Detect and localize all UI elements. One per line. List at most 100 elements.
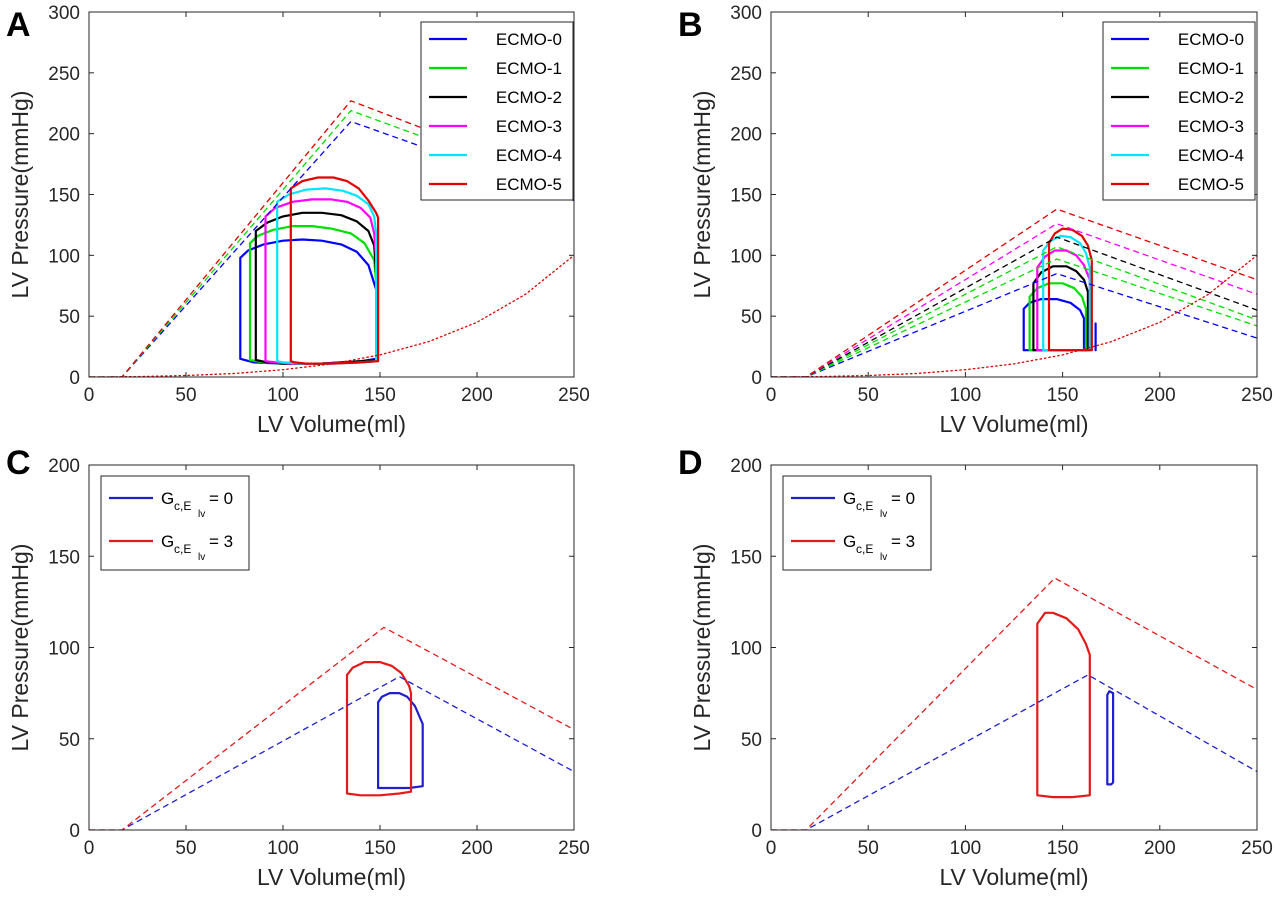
- x-tick-label: 250: [1241, 385, 1273, 406]
- y-tick-label: 250: [48, 64, 80, 85]
- y-tick-label: 200: [730, 456, 762, 477]
- panel-letter: A: [6, 6, 31, 44]
- series-group: [771, 208, 1257, 377]
- x-axis-label: LV Volume(ml): [939, 411, 1088, 437]
- x-axis-label: LV Volume(ml): [939, 864, 1088, 890]
- legend-symbol: G: [161, 532, 174, 551]
- x-axis-label: LV Volume(ml): [257, 411, 406, 437]
- pv-loop-0: [1022, 298, 1086, 352]
- y-tick-label: 0: [69, 368, 80, 389]
- x-tick-label: 200: [461, 838, 493, 859]
- pv-loop-5: [289, 176, 380, 365]
- legend-label: ECMO-1: [1178, 59, 1244, 78]
- pv-loop-4: [1042, 234, 1091, 352]
- panel-letter: D: [678, 444, 703, 482]
- legend-value: = 3: [209, 532, 233, 551]
- legend-symbol: G: [843, 489, 856, 508]
- x-tick-label: 100: [950, 385, 982, 406]
- y-tick-label: 100: [48, 246, 80, 267]
- panel-d: 0 50 100 150 200 250 0 50 100 150 200 LV Volume(ml)…: [678, 444, 1273, 890]
- pv-loop-1: [1036, 611, 1091, 799]
- y-axis-label: LV Pressure(mmHg): [7, 544, 33, 752]
- panel-c: 0 50 100 150 200 250 0 50 100 150 200 LV Volume(ml)…: [6, 444, 590, 890]
- y-tick-label: 50: [741, 730, 762, 751]
- legend-value: = 0: [209, 489, 233, 508]
- legend-subscript: c,E: [856, 499, 873, 513]
- y-tick-label: 50: [59, 307, 80, 328]
- x-tick-label: 0: [84, 385, 95, 406]
- y-tick-label: 200: [730, 125, 762, 146]
- panel-a: 0 50 100 150 200 250 0 50 100 150 200 250 300 LV Volu…: [6, 3, 590, 437]
- x-tick-label: 250: [1241, 838, 1273, 859]
- x-tick-label: 0: [766, 838, 777, 859]
- x-tick-label: 100: [267, 838, 299, 859]
- legend-symbol: G: [843, 532, 856, 551]
- x-tick-label: 200: [461, 385, 493, 406]
- y-tick-label: 250: [730, 64, 762, 85]
- espvr-line-8: [771, 258, 1257, 377]
- legend-label: ECMO-2: [496, 88, 562, 107]
- x-tick-label: 100: [950, 838, 982, 859]
- espvr-line-3: [89, 626, 574, 830]
- x-tick-label: 50: [175, 385, 196, 406]
- x-tick-label: 50: [858, 385, 879, 406]
- legend-value: = 0: [891, 489, 915, 508]
- espvr-line-7: [771, 272, 1257, 377]
- y-tick-label: 150: [48, 547, 80, 568]
- legend-label: ECMO-0: [496, 30, 562, 49]
- legend-subsubscript: lv: [198, 509, 205, 520]
- legend: ECMO-0 ECMO-1 ECMO-2 ECMO-3 ECMO-4 ECMO-5: [1102, 21, 1256, 201]
- y-tick-label: 50: [59, 730, 80, 751]
- legend-subscript: c,E: [174, 542, 191, 556]
- legend-label: ECMO-4: [1178, 146, 1244, 165]
- y-tick-label: 150: [48, 186, 80, 207]
- espvr-line-2: [89, 676, 574, 830]
- legend-box: [782, 475, 932, 571]
- y-tick-label: 300: [48, 3, 80, 24]
- legend-label: ECMO-4: [496, 146, 562, 165]
- y-axis-label: LV Pressure(mmHg): [689, 544, 715, 752]
- series-group: [771, 577, 1257, 830]
- y-tick-label: 150: [730, 547, 762, 568]
- y-tick-label: 100: [730, 639, 762, 660]
- legend-label: ECMO-3: [1178, 117, 1244, 136]
- legend-symbol: G: [161, 489, 174, 508]
- legend-box: [1102, 21, 1256, 201]
- legend-label: ECMO-1: [496, 59, 562, 78]
- legend-value: = 3: [891, 532, 915, 551]
- y-tick-label: 100: [730, 246, 762, 267]
- y-tick-label: 0: [69, 821, 80, 842]
- x-tick-label: 150: [364, 385, 396, 406]
- x-tick-label: 150: [1047, 385, 1079, 406]
- legend: ECMO-0 ECMO-1 ECMO-2 ECMO-3 ECMO-4 ECMO-5: [420, 21, 574, 201]
- x-tick-label: 250: [558, 838, 590, 859]
- pv-loop-1: [345, 661, 413, 797]
- x-tick-label: 250: [558, 385, 590, 406]
- y-tick-label: 50: [741, 307, 762, 328]
- series-group: [89, 626, 574, 830]
- x-tick-label: 150: [1047, 838, 1079, 859]
- y-axis-label: LV Pressure(mmHg): [689, 91, 715, 299]
- x-tick-label: 0: [84, 838, 95, 859]
- legend-subscript: c,E: [856, 542, 873, 556]
- legend-label: ECMO-3: [496, 117, 562, 136]
- edpvr-curve-9: [89, 254, 574, 377]
- x-tick-label: 50: [175, 838, 196, 859]
- x-tick-label: 150: [364, 838, 396, 859]
- legend-label: ECMO-0: [1178, 30, 1244, 49]
- legend-subscript: c,E: [174, 499, 191, 513]
- y-tick-label: 200: [48, 125, 80, 146]
- legend-subsubscript: lv: [198, 552, 205, 563]
- espvr-line-12: [771, 208, 1257, 377]
- edpvr-curve-13: [771, 254, 1257, 377]
- pv-loop-0: [1106, 690, 1115, 786]
- legend-label: ECMO-5: [496, 175, 562, 194]
- legend-box: [420, 21, 574, 201]
- x-axis-label: LV Volume(ml): [257, 864, 406, 890]
- panel-letter: C: [6, 444, 31, 482]
- legend-label: ECMO-2: [1178, 88, 1244, 107]
- y-tick-label: 300: [730, 3, 762, 24]
- y-tick-label: 200: [48, 456, 80, 477]
